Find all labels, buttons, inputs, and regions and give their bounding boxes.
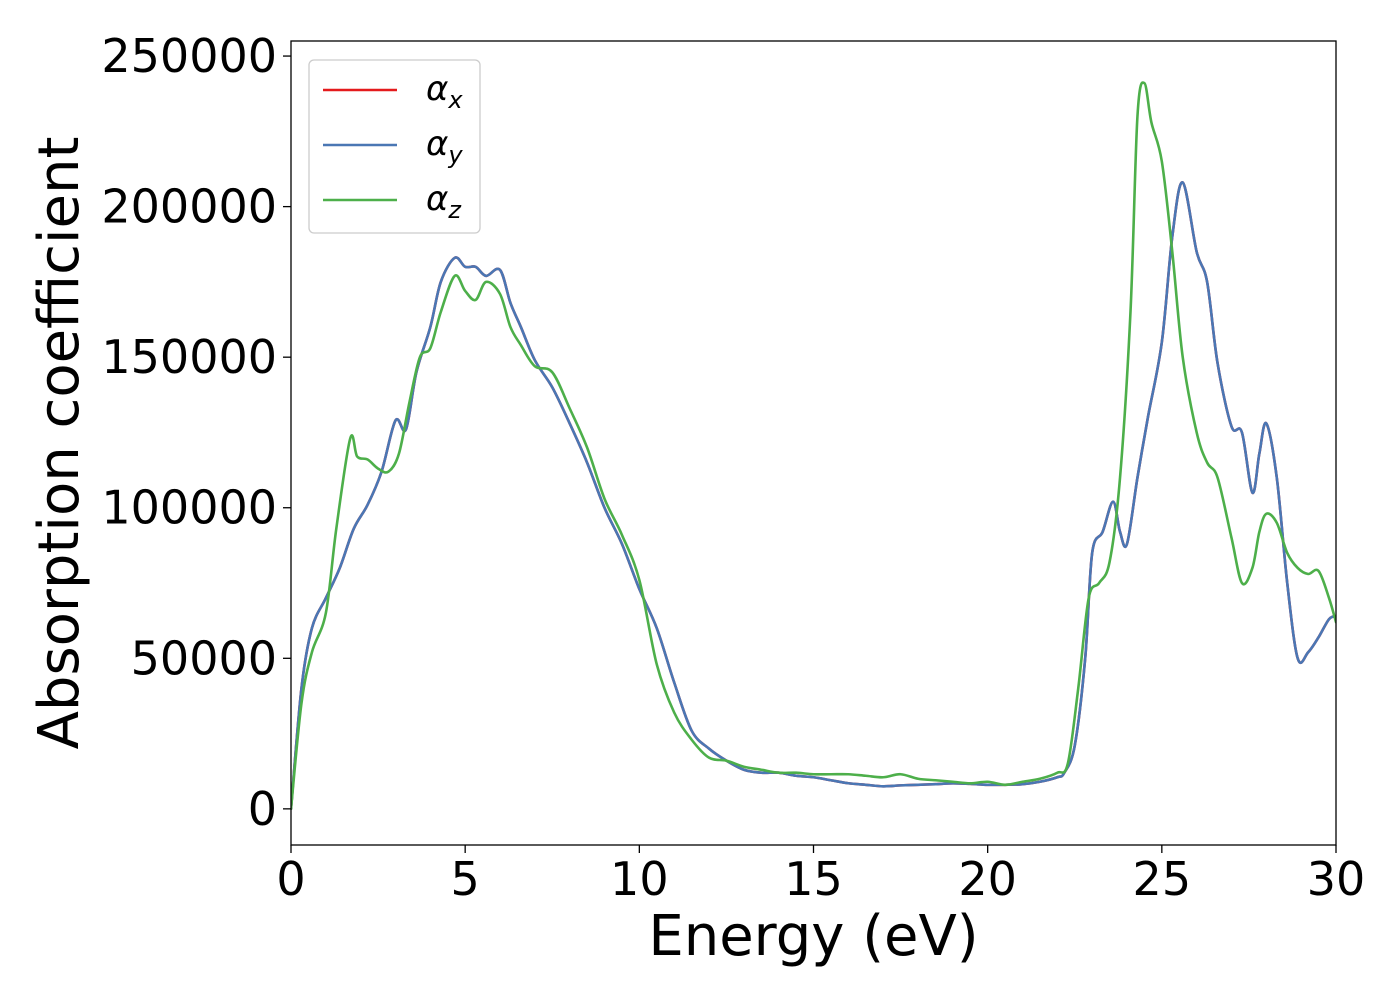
legend-box xyxy=(308,59,481,234)
y-tick-label: 150000 xyxy=(101,330,277,384)
x-tick-label: 0 xyxy=(276,852,305,906)
y-axis-label: Absorption coefficient xyxy=(27,137,92,750)
series-line-z xyxy=(291,81,1336,811)
y-tick-label: 50000 xyxy=(131,631,277,685)
y-tick-label: 100000 xyxy=(101,481,277,535)
legend-label-z: αz xyxy=(426,179,462,224)
y-axis-ticks: 0 50000 100000 150000 200000 250000 xyxy=(101,29,291,836)
x-tick-label: 15 xyxy=(784,852,843,906)
series-line-y xyxy=(291,181,1336,811)
y-tick-label: 0 xyxy=(248,782,277,836)
legend-label-x: αx xyxy=(426,69,463,114)
legend-label-y: αy xyxy=(426,124,463,169)
x-axis-label: Energy (eV) xyxy=(648,904,978,969)
x-axis-ticks: 0 5 10 15 20 25 30 xyxy=(276,845,1365,906)
x-tick-label: 5 xyxy=(451,852,480,906)
x-tick-label: 30 xyxy=(1307,852,1366,906)
x-tick-label: 25 xyxy=(1133,852,1192,906)
y-tick-label: 200000 xyxy=(101,180,277,234)
y-tick-label: 250000 xyxy=(101,29,277,83)
x-tick-label: 10 xyxy=(610,852,669,906)
x-tick-label: 20 xyxy=(958,852,1017,906)
series-layer xyxy=(291,81,1336,811)
legend: αx αy αz xyxy=(308,59,481,234)
series-line-x xyxy=(291,181,1336,811)
